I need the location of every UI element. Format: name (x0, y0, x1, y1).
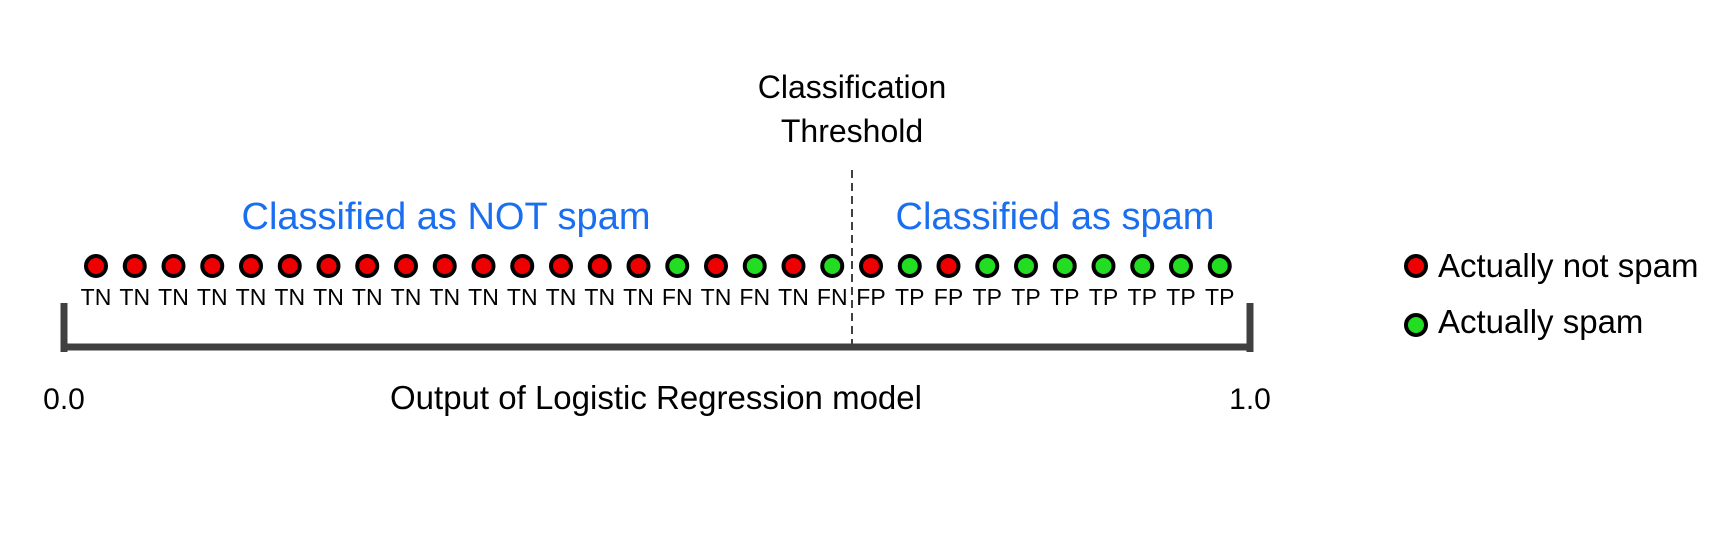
region-label-spam: Classified as spam (896, 196, 1215, 238)
example-dot-not-spam (84, 254, 108, 278)
axis-max-label: 1.0 (1229, 383, 1271, 416)
example-outcome-label: TN (584, 284, 615, 310)
example-dot-not-spam (355, 254, 380, 278)
example-dot-not-spam (394, 254, 418, 278)
example-dot-spam (742, 254, 767, 278)
axis-title: Output of Logistic Regression model (390, 379, 922, 416)
example-dot-not-spam (316, 254, 341, 278)
example-dot-spam (1207, 254, 1232, 278)
example-dot-not-spam (200, 254, 225, 278)
example-dot-spam (1169, 254, 1193, 278)
example-dot-spam (820, 254, 845, 278)
example-dot-spam (1014, 254, 1038, 278)
example-outcome-label: TN (197, 284, 228, 310)
example-outcome-label: TN (507, 284, 538, 310)
example-outcome-label: FP (934, 284, 963, 310)
legend: Actually not spam Actually spam (1404, 247, 1698, 340)
threshold-label-line2: Threshold (781, 113, 923, 149)
example-dot-spam (1130, 254, 1155, 278)
example-outcome-label: TN (701, 284, 732, 310)
example-dot-not-spam (239, 254, 263, 278)
example-outcome-label: TP (1128, 284, 1157, 310)
axis-min-label: 0.0 (43, 383, 85, 416)
example-outcome-label: TP (1205, 284, 1234, 310)
example-outcome-label: TN (158, 284, 189, 310)
example-outcome-label: TN (778, 284, 809, 310)
example-dot-not-spam (626, 254, 651, 278)
example-dot-not-spam (704, 254, 728, 278)
example-dot-spam (1091, 254, 1116, 278)
example-outcome-label: TN (352, 284, 383, 310)
example-outcome-label: TP (1050, 284, 1079, 310)
region-label-not-spam: Classified as NOT spam (242, 196, 651, 238)
example-outcome-label: TP (1166, 284, 1195, 310)
example-outcome-label: TN (623, 284, 654, 310)
example-dot-not-spam (587, 254, 612, 278)
example-dot-not-spam (161, 254, 186, 278)
example-outcome-label: TN (236, 284, 267, 310)
legend-not-spam-label: Actually not spam (1438, 247, 1698, 284)
example-outcome-label: TN (274, 284, 305, 310)
example-dot-not-spam (471, 254, 496, 278)
example-outcome-label: FN (739, 284, 770, 310)
example-dot-spam (975, 254, 1000, 278)
example-dot-spam (1052, 254, 1077, 278)
example-dot-not-spam (432, 254, 457, 278)
example-outcome-label: TP (973, 284, 1002, 310)
example-dot-not-spam (122, 254, 147, 278)
example-dot-spam (665, 254, 690, 278)
examples-group: TN TN TN TN TN TN TN TN TN TN TN TN TN TN TN FN TN FN TN FN… (81, 254, 1234, 310)
example-dot-not-spam (936, 254, 961, 278)
example-outcome-label: TP (1011, 284, 1040, 310)
example-dot-not-spam (549, 254, 573, 278)
example-dot-not-spam (277, 254, 302, 278)
example-outcome-label: TN (391, 284, 422, 310)
example-dot-not-spam (510, 254, 535, 278)
example-outcome-label: FP (856, 284, 885, 310)
example-outcome-label: TN (313, 284, 344, 310)
threshold-label-line1: Classification (758, 69, 947, 105)
example-outcome-label: TN (468, 284, 499, 310)
example-dot-spam (897, 254, 922, 278)
legend-spam-dot (1404, 313, 1428, 337)
legend-not-spam-dot (1404, 254, 1428, 278)
example-outcome-label: FN (662, 284, 693, 310)
example-outcome-label: TN (429, 284, 460, 310)
legend-spam-label: Actually spam (1438, 303, 1643, 340)
example-outcome-label: TN (546, 284, 577, 310)
example-outcome-label: TP (1089, 284, 1118, 310)
example-outcome-label: FN (817, 284, 848, 310)
example-outcome-label: TP (895, 284, 924, 310)
example-outcome-label: TN (81, 284, 112, 310)
example-dot-not-spam (859, 254, 883, 278)
example-outcome-label: TN (119, 284, 150, 310)
example-dot-not-spam (781, 254, 806, 278)
